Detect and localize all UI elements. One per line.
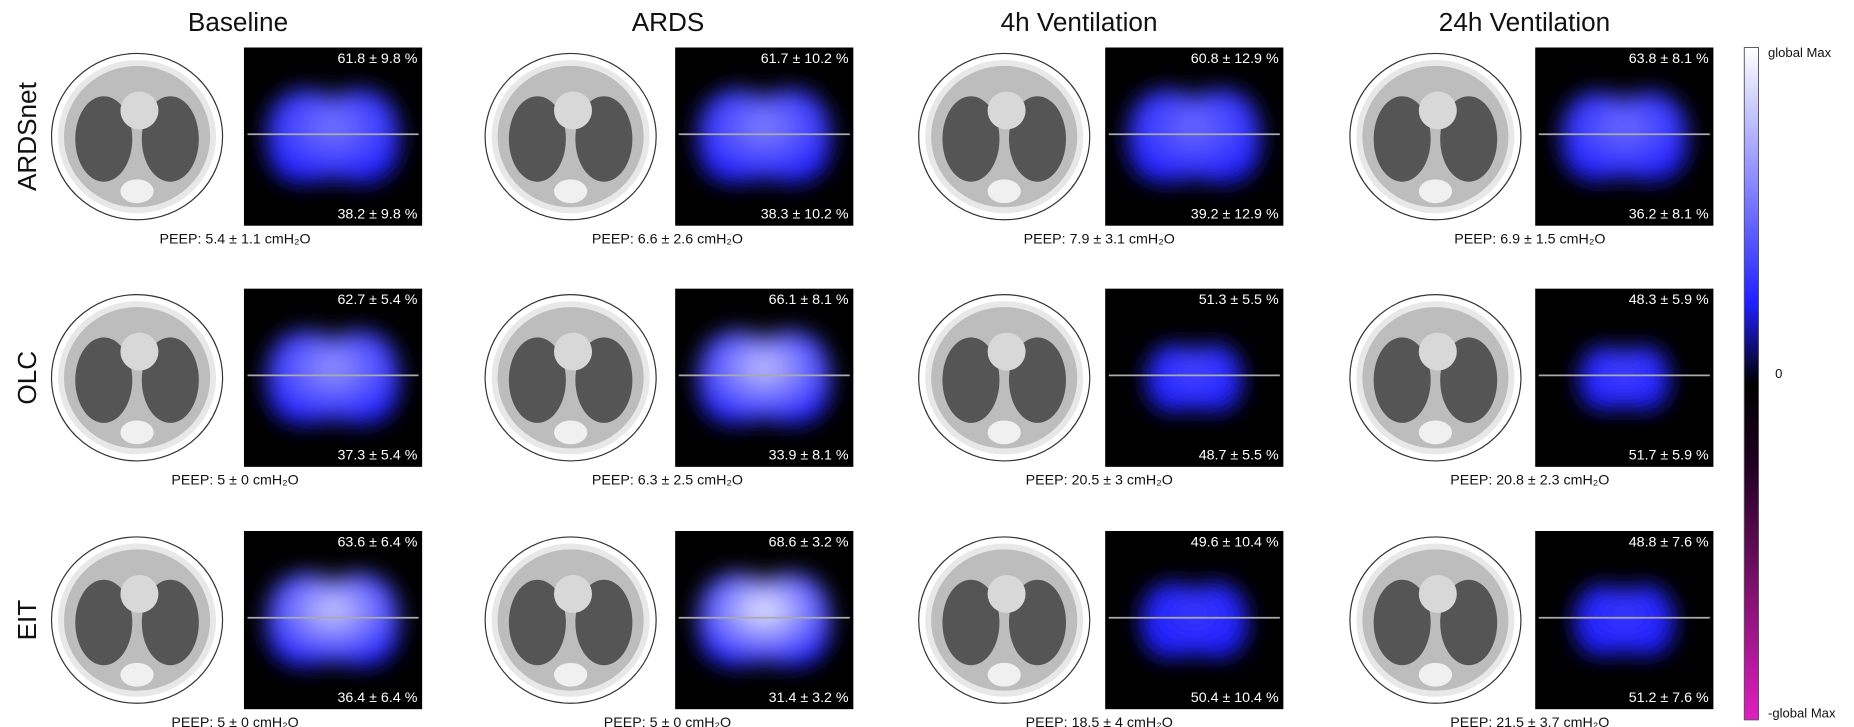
ct-image: [48, 48, 226, 226]
ventral-percentage: 48.8 ± 7.6 %: [1629, 534, 1709, 550]
row-label: OLC: [12, 351, 42, 405]
ventral-percentage: 62.7 ± 5.4 %: [337, 292, 417, 308]
eit-blob: [267, 331, 400, 425]
eit-blob: [1146, 344, 1242, 411]
ct-image: [482, 48, 660, 226]
eit-blob: [267, 573, 400, 667]
ventral-percentage: 48.3 ± 5.9 %: [1629, 292, 1709, 308]
peep-label: PEEP: 7.9 ± 3.1 cmH₂O: [1024, 232, 1175, 248]
ventral-percentage: 63.8 ± 8.1 %: [1629, 51, 1709, 67]
colorbar-zero-label: 0: [1775, 366, 1782, 381]
dorsal-percentage: 36.2 ± 8.1 %: [1629, 207, 1709, 223]
peep-label: PEEP: 5 ± 0 cmH₂O: [171, 715, 298, 727]
dorsal-percentage: 38.3 ± 10.2 %: [761, 207, 849, 223]
dorsal-percentage: 37.3 ± 5.4 %: [337, 448, 417, 464]
ct-image: [915, 531, 1093, 709]
dorsal-percentage: 50.4 ± 10.4 %: [1191, 690, 1279, 706]
eit-blob: [1561, 92, 1687, 181]
ct-spine: [554, 663, 587, 687]
ct-image: [1346, 289, 1524, 467]
peep-label: PEEP: 5.4 ± 1.1 cmH₂O: [159, 232, 310, 248]
ct-spine: [120, 663, 153, 687]
ct-heart: [120, 575, 158, 613]
eit-blob: [1141, 583, 1247, 658]
ct-image: [915, 48, 1093, 226]
ct-image: [1346, 531, 1524, 709]
peep-label: PEEP: 20.8 ± 2.3 cmH₂O: [1450, 473, 1609, 489]
column-title: 4h Ventilation: [1001, 7, 1158, 37]
dorsal-percentage: 51.2 ± 7.6 %: [1629, 690, 1709, 706]
ct-spine: [120, 179, 153, 203]
ct-heart: [1419, 333, 1457, 371]
ventral-percentage: 63.6 ± 6.4 %: [337, 534, 417, 550]
peep-label: PEEP: 20.5 ± 3 cmH₂O: [1026, 473, 1173, 489]
peep-label: PEEP: 18.5 ± 4 cmH₂O: [1026, 715, 1173, 727]
column-title: 24h Ventilation: [1439, 7, 1610, 37]
ct-spine: [1419, 663, 1452, 687]
ventral-percentage: 51.3 ± 5.5 %: [1199, 292, 1279, 308]
dorsal-percentage: 31.4 ± 3.2 %: [769, 690, 849, 706]
ct-spine: [120, 421, 153, 445]
ct-spine: [1419, 179, 1452, 203]
dorsal-percentage: 39.2 ± 12.9 %: [1191, 207, 1279, 223]
ventral-percentage: 66.1 ± 8.1 %: [769, 292, 849, 308]
dorsal-percentage: 38.2 ± 9.8 %: [337, 207, 417, 223]
peep-label: PEEP: 5 ± 0 cmH₂O: [171, 473, 298, 489]
eit-blob: [267, 89, 400, 183]
colorbar-max-label: global Max: [1768, 45, 1832, 60]
ventral-percentage: 60.8 ± 12.9 %: [1191, 51, 1279, 67]
ct-spine: [554, 421, 587, 445]
peep-label: PEEP: 21.5 ± 3.7 cmH₂O: [1450, 715, 1609, 727]
ct-heart: [988, 575, 1026, 613]
peep-label: PEEP: 6.9 ± 1.5 cmH₂O: [1454, 232, 1605, 248]
ct-spine: [554, 179, 587, 203]
row-label: ARDSnet: [12, 81, 42, 191]
eit-blob: [698, 89, 831, 183]
dorsal-percentage: 48.7 ± 5.5 %: [1199, 448, 1279, 464]
eit-blob: [698, 573, 831, 667]
ct-heart: [120, 91, 158, 129]
dorsal-percentage: 51.7 ± 5.9 %: [1629, 448, 1709, 464]
ct-image: [482, 531, 660, 709]
eit-blob: [1128, 89, 1261, 183]
ct-heart: [1419, 91, 1457, 129]
ct-spine: [988, 179, 1021, 203]
ct-image: [48, 531, 226, 709]
column-title: Baseline: [188, 7, 288, 37]
eit-blob: [698, 331, 831, 425]
ventral-percentage: 61.8 ± 9.8 %: [337, 51, 417, 67]
ct-spine: [988, 663, 1021, 687]
peep-label: PEEP: 6.3 ± 2.5 cmH₂O: [592, 473, 743, 489]
ventral-percentage: 61.7 ± 10.2 %: [761, 51, 849, 67]
ct-image: [915, 289, 1093, 467]
column-title: ARDS: [632, 7, 705, 37]
ct-heart: [988, 333, 1026, 371]
ventral-percentage: 49.6 ± 10.4 %: [1191, 534, 1279, 550]
ct-spine: [988, 421, 1021, 445]
ct-heart: [1419, 575, 1457, 613]
eit-blob: [1574, 585, 1674, 655]
ct-image: [482, 289, 660, 467]
eit-blob: [1579, 346, 1669, 410]
ct-image: [48, 289, 226, 467]
ct-heart: [988, 91, 1026, 129]
colorbar-min-label: -global Max: [1768, 705, 1836, 720]
colorbar: [1744, 48, 1758, 720]
ventral-percentage: 68.6 ± 3.2 %: [769, 534, 849, 550]
peep-label: PEEP: 5 ± 0 cmH₂O: [604, 715, 731, 727]
row-label: EIT: [12, 600, 42, 641]
peep-label: PEEP: 6.6 ± 2.6 cmH₂O: [592, 232, 743, 248]
dorsal-percentage: 36.4 ± 6.4 %: [337, 690, 417, 706]
ct-heart: [554, 575, 592, 613]
ct-heart: [554, 91, 592, 129]
dorsal-percentage: 33.9 ± 8.1 %: [769, 448, 849, 464]
ct-heart: [554, 333, 592, 371]
ct-image: [1346, 48, 1524, 226]
ct-spine: [1419, 421, 1452, 445]
ct-heart: [120, 333, 158, 371]
figure: global Max 0 -global Max Baseline ARDS 4h …: [0, 0, 1854, 727]
